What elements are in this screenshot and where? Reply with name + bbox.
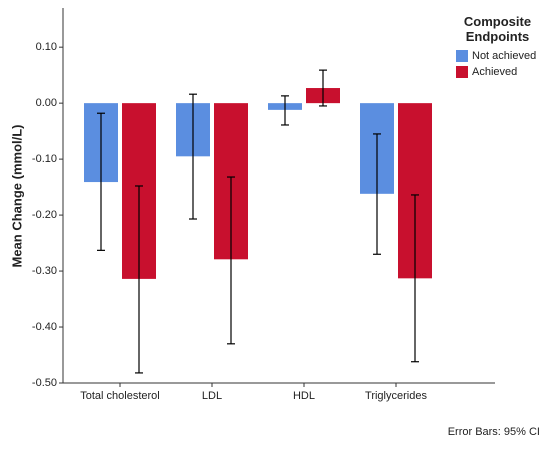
legend-swatch: [456, 50, 468, 62]
y-tick-label: -0.50: [32, 377, 57, 389]
x-tick-label: LDL: [201, 390, 223, 402]
y-tick-label: 0.00: [36, 97, 57, 109]
y-tick-label: -0.30: [32, 265, 57, 277]
x-tick-label: HDL: [292, 390, 315, 402]
y-tick-label: -0.10: [32, 153, 57, 165]
y-tick-label: -0.20: [32, 209, 57, 221]
legend-swatch: [456, 66, 468, 78]
legend-label: Not achieved: [472, 50, 536, 62]
y-tick-label: 0.10: [36, 41, 57, 53]
x-tick-label: Triglycerides: [365, 390, 427, 402]
y-tick-label: -0.40: [32, 321, 57, 333]
y-axis-label: Mean Change (mmol/L): [9, 124, 24, 267]
legend-title: Composite Endpoints: [463, 14, 532, 44]
note: Error Bars: 95% CI: [448, 426, 540, 438]
legend-label: Achieved: [472, 66, 517, 78]
x-tick-label: Total cholesterol: [80, 390, 160, 402]
